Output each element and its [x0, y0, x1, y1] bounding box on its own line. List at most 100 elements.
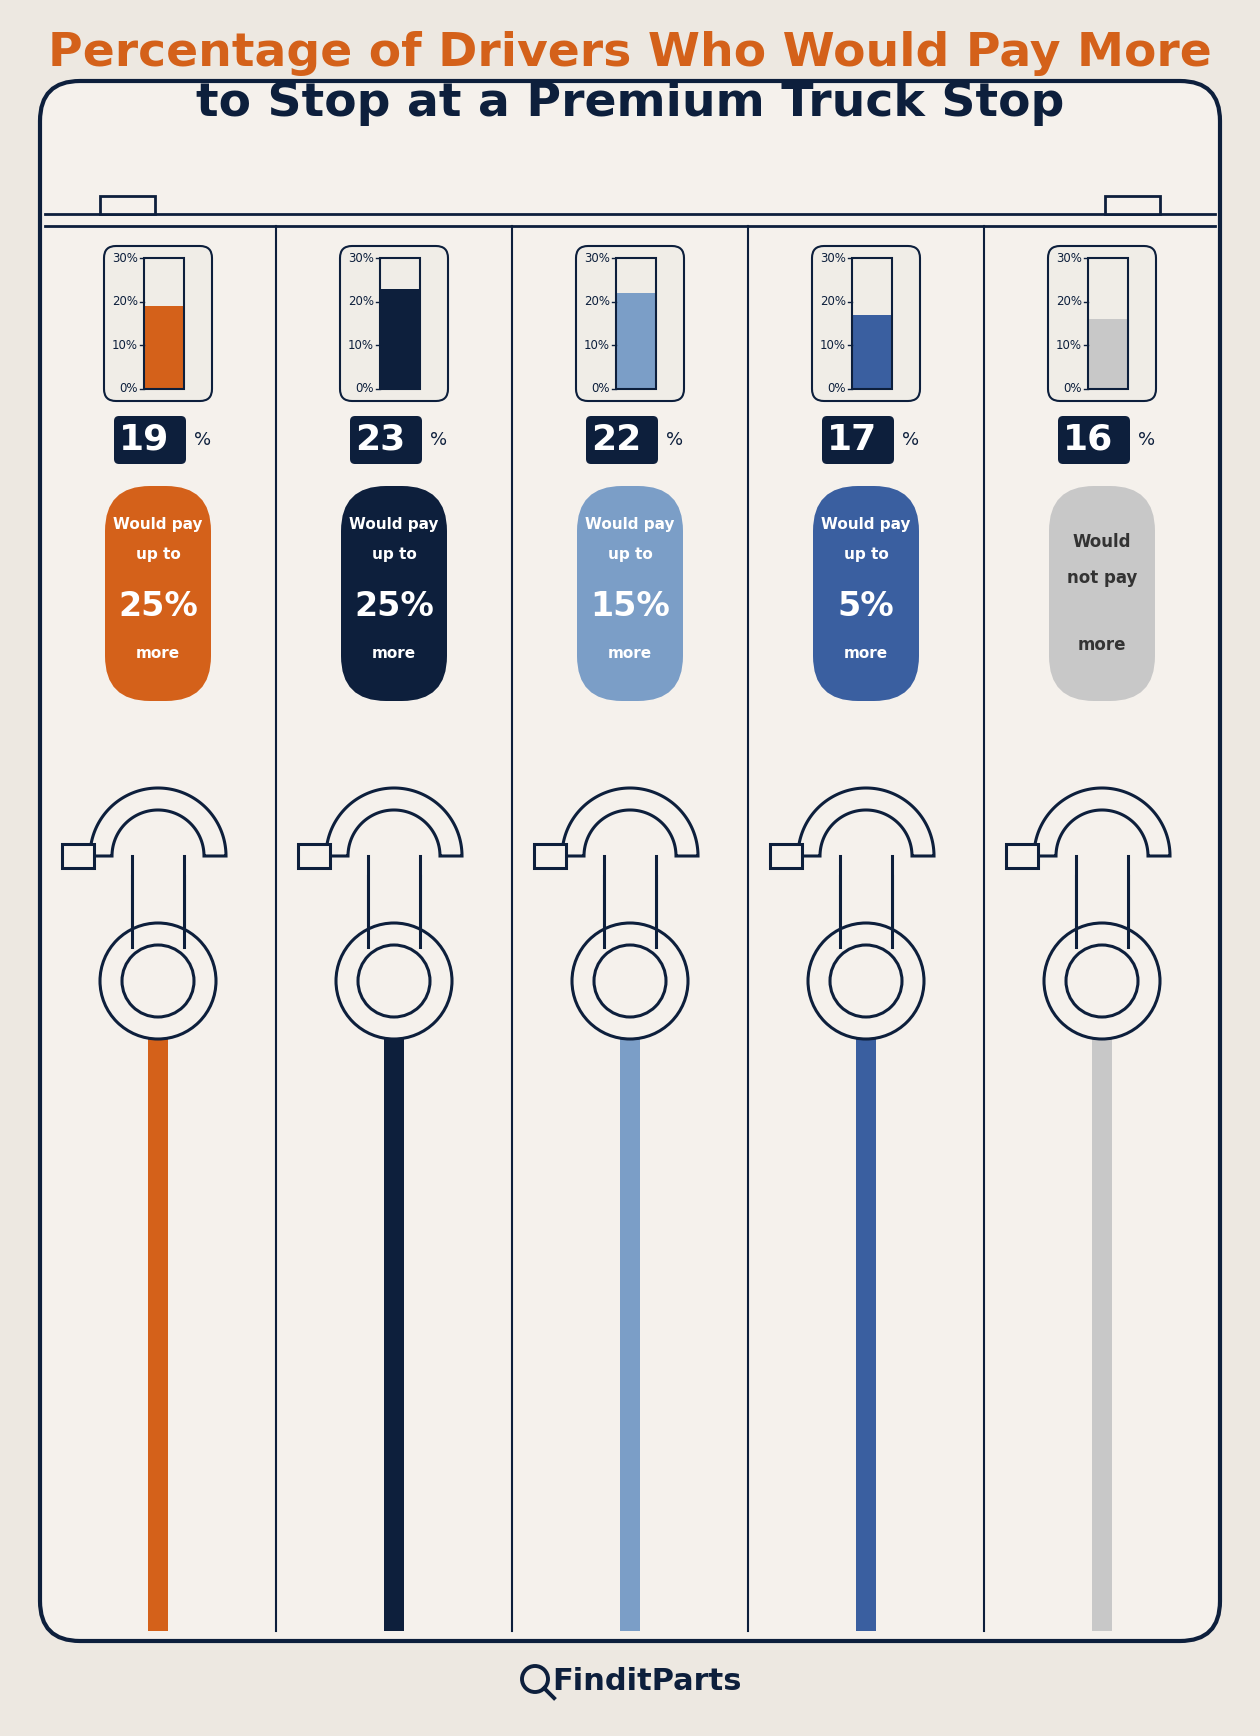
- Bar: [100, 196, 155, 214]
- Circle shape: [830, 944, 902, 1017]
- Text: 16: 16: [1063, 424, 1114, 457]
- Text: 0%: 0%: [1063, 382, 1082, 396]
- FancyBboxPatch shape: [586, 417, 658, 464]
- Bar: [840, 856, 892, 948]
- Text: %: %: [667, 431, 683, 450]
- Text: 10%: 10%: [112, 339, 139, 352]
- Bar: [1076, 856, 1128, 948]
- Text: up to: up to: [372, 547, 416, 562]
- Text: up to: up to: [844, 547, 888, 562]
- Text: 25%: 25%: [354, 590, 433, 623]
- Bar: [368, 856, 420, 948]
- FancyBboxPatch shape: [576, 247, 684, 401]
- Bar: [852, 259, 892, 389]
- Text: 30%: 30%: [820, 252, 845, 264]
- Bar: [616, 293, 656, 389]
- FancyBboxPatch shape: [1058, 417, 1130, 464]
- Bar: [381, 288, 420, 389]
- Bar: [770, 844, 803, 868]
- Bar: [132, 856, 184, 948]
- Text: to Stop at a Premium Truck Stop: to Stop at a Premium Truck Stop: [195, 82, 1065, 127]
- Text: up to: up to: [136, 547, 180, 562]
- Bar: [144, 259, 184, 389]
- Text: %: %: [902, 431, 919, 450]
- Bar: [852, 314, 892, 389]
- FancyBboxPatch shape: [105, 486, 210, 701]
- Text: more: more: [1077, 635, 1126, 654]
- Bar: [381, 259, 420, 389]
- Text: 19: 19: [118, 424, 169, 457]
- FancyBboxPatch shape: [1048, 247, 1155, 401]
- Bar: [1005, 844, 1038, 868]
- Text: 5%: 5%: [838, 590, 895, 623]
- Text: Would: Would: [1072, 533, 1131, 550]
- Text: 10%: 10%: [348, 339, 374, 352]
- Text: 0%: 0%: [355, 382, 374, 396]
- FancyBboxPatch shape: [341, 486, 447, 701]
- Text: %: %: [1138, 431, 1155, 450]
- Text: 20%: 20%: [820, 295, 845, 309]
- Text: 30%: 30%: [348, 252, 374, 264]
- Text: 23: 23: [355, 424, 406, 457]
- Text: 15%: 15%: [590, 590, 670, 623]
- FancyBboxPatch shape: [813, 486, 919, 701]
- Circle shape: [572, 924, 688, 1040]
- Bar: [1105, 196, 1160, 214]
- Text: 10%: 10%: [1056, 339, 1082, 352]
- Bar: [299, 844, 330, 868]
- Text: 20%: 20%: [1056, 295, 1082, 309]
- Text: 30%: 30%: [1056, 252, 1082, 264]
- Text: more: more: [607, 646, 653, 661]
- Text: FinditParts: FinditParts: [552, 1667, 741, 1696]
- Text: 20%: 20%: [348, 295, 374, 309]
- Text: 20%: 20%: [583, 295, 610, 309]
- Text: Percentage of Drivers Who Would Pay More: Percentage of Drivers Who Would Pay More: [48, 31, 1212, 76]
- FancyBboxPatch shape: [1050, 486, 1155, 701]
- Text: 10%: 10%: [583, 339, 610, 352]
- Bar: [384, 1002, 404, 1632]
- Circle shape: [1045, 924, 1160, 1040]
- FancyBboxPatch shape: [340, 247, 449, 401]
- Bar: [144, 306, 184, 389]
- FancyBboxPatch shape: [577, 486, 683, 701]
- Text: 25%: 25%: [118, 590, 198, 623]
- Text: 30%: 30%: [112, 252, 139, 264]
- Text: 0%: 0%: [828, 382, 845, 396]
- Polygon shape: [89, 788, 226, 856]
- Bar: [1092, 1002, 1113, 1632]
- Text: 0%: 0%: [120, 382, 139, 396]
- FancyBboxPatch shape: [350, 417, 422, 464]
- Circle shape: [593, 944, 667, 1017]
- FancyBboxPatch shape: [113, 417, 186, 464]
- Text: %: %: [194, 431, 212, 450]
- Text: Would pay: Would pay: [822, 517, 911, 533]
- Bar: [1076, 877, 1128, 991]
- Text: 30%: 30%: [585, 252, 610, 264]
- Polygon shape: [326, 788, 462, 856]
- Circle shape: [336, 924, 452, 1040]
- Bar: [534, 844, 566, 868]
- Bar: [147, 1002, 168, 1632]
- Bar: [132, 877, 184, 991]
- Text: Would pay: Would pay: [113, 517, 203, 533]
- Bar: [368, 877, 420, 991]
- FancyBboxPatch shape: [811, 247, 920, 401]
- Bar: [856, 1002, 876, 1632]
- Polygon shape: [1034, 788, 1171, 856]
- Bar: [604, 856, 656, 948]
- Text: up to: up to: [607, 547, 653, 562]
- Text: 0%: 0%: [591, 382, 610, 396]
- Text: 10%: 10%: [820, 339, 845, 352]
- Text: more: more: [136, 646, 180, 661]
- Bar: [616, 259, 656, 389]
- Bar: [840, 877, 892, 991]
- Text: 22: 22: [591, 424, 641, 457]
- Text: more: more: [844, 646, 888, 661]
- Circle shape: [122, 944, 194, 1017]
- Polygon shape: [798, 788, 934, 856]
- Circle shape: [358, 944, 430, 1017]
- FancyBboxPatch shape: [40, 82, 1220, 1641]
- Bar: [620, 1002, 640, 1632]
- Text: Would pay: Would pay: [585, 517, 675, 533]
- Text: %: %: [430, 431, 447, 450]
